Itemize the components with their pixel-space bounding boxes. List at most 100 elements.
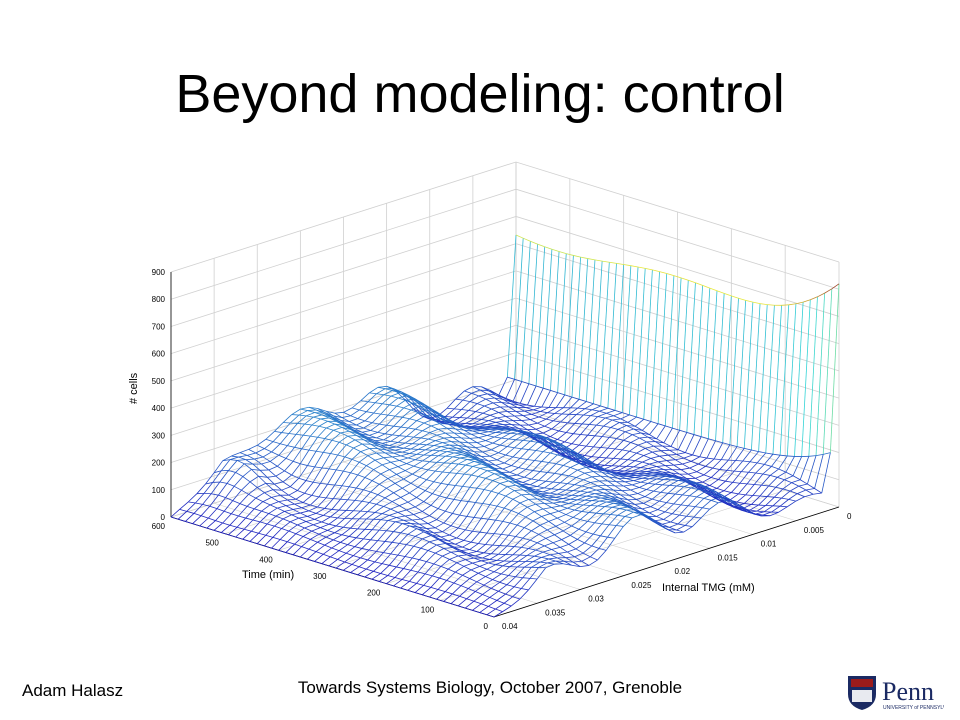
mesh-line	[384, 497, 393, 502]
mesh-line	[527, 503, 536, 508]
mesh-line	[385, 433, 393, 436]
mesh-line	[193, 513, 202, 517]
mesh-line	[501, 437, 509, 440]
mesh-line	[330, 556, 338, 560]
mesh-line	[538, 529, 548, 535]
mesh-line	[539, 494, 548, 498]
mesh-line	[422, 425, 432, 432]
mesh-line	[800, 479, 808, 485]
mesh-line	[254, 458, 262, 465]
mesh-line	[524, 470, 534, 478]
mesh-line	[518, 430, 526, 433]
mesh-line	[585, 493, 595, 497]
mesh-line	[471, 433, 479, 439]
mesh-line	[655, 441, 663, 447]
mesh-line	[522, 567, 532, 578]
mesh-line	[397, 395, 407, 399]
mesh-line	[526, 549, 536, 556]
mesh-line	[278, 549, 286, 553]
mesh-line	[269, 501, 279, 506]
mesh-line	[425, 490, 433, 494]
mesh-line	[592, 523, 603, 535]
mesh-line	[499, 482, 508, 488]
mesh-line	[604, 415, 614, 419]
z-tick-label: 700	[152, 322, 166, 331]
mesh-line	[400, 525, 410, 534]
mesh-line	[643, 451, 653, 456]
mesh-line	[314, 561, 322, 565]
mesh-line	[634, 418, 645, 427]
mesh-line	[503, 554, 513, 562]
mesh-line	[249, 541, 258, 545]
mesh-line	[518, 513, 526, 518]
mesh-line	[501, 402, 509, 408]
mesh-line	[576, 408, 586, 415]
mesh-line	[566, 432, 574, 435]
mesh-line	[445, 455, 453, 458]
mesh-line	[365, 561, 376, 570]
mesh-line	[382, 440, 391, 444]
mesh-line	[641, 512, 650, 518]
mesh-line	[422, 538, 430, 543]
mesh-line	[730, 482, 741, 493]
mesh-line	[331, 439, 340, 443]
mesh-line	[420, 547, 429, 551]
mesh-line	[617, 499, 626, 505]
mesh-line	[479, 612, 487, 616]
z-tick-label: 900	[152, 268, 166, 277]
mesh-line	[383, 457, 392, 463]
mesh-line	[521, 440, 531, 450]
mesh-line	[326, 427, 334, 431]
mesh-line	[613, 472, 621, 476]
mesh-line	[278, 454, 287, 459]
mesh-line	[341, 427, 350, 432]
mesh-line	[386, 521, 396, 531]
mesh-line	[456, 447, 465, 452]
mesh-line	[371, 480, 380, 485]
mesh-line	[242, 530, 252, 540]
mesh-line	[251, 530, 259, 534]
mesh-line	[463, 429, 472, 435]
mesh-line	[605, 538, 616, 551]
mesh-line	[481, 430, 489, 433]
mesh-line	[531, 411, 541, 415]
mesh-line	[334, 484, 342, 487]
mesh-line	[446, 497, 455, 500]
mesh-line	[421, 587, 432, 596]
mesh-line	[297, 524, 305, 529]
mesh-line	[563, 498, 571, 500]
mesh-line	[327, 420, 335, 425]
mesh-line	[475, 591, 483, 595]
mesh-line	[422, 505, 432, 512]
mesh-line	[423, 531, 432, 536]
mesh-line	[331, 509, 340, 511]
mesh-line	[502, 510, 512, 522]
mesh-line	[479, 458, 488, 464]
mesh-line	[287, 498, 297, 501]
mesh-line	[608, 497, 617, 502]
mesh-line	[624, 481, 633, 486]
mesh-line	[607, 480, 616, 487]
mesh-line	[390, 553, 398, 556]
mesh-line	[458, 459, 468, 465]
mesh-line	[282, 518, 291, 523]
mesh-line	[670, 430, 680, 447]
mesh-line	[471, 541, 479, 544]
mesh-line	[710, 469, 721, 478]
mesh-line	[402, 579, 410, 582]
mesh-line	[627, 506, 636, 511]
mesh-line	[381, 553, 391, 564]
mesh-line	[719, 469, 728, 471]
mesh-line	[788, 303, 796, 306]
mesh-line	[764, 505, 774, 513]
mesh-line	[564, 451, 573, 457]
mesh-line	[599, 407, 608, 412]
mesh-line	[604, 489, 614, 491]
mesh-line	[505, 454, 514, 458]
mesh-line	[486, 568, 495, 573]
mesh-line	[236, 460, 245, 465]
mesh-line	[739, 471, 749, 484]
mesh-line	[469, 476, 479, 488]
mesh-line	[774, 496, 782, 499]
x-tick-label: 0.035	[545, 608, 566, 617]
